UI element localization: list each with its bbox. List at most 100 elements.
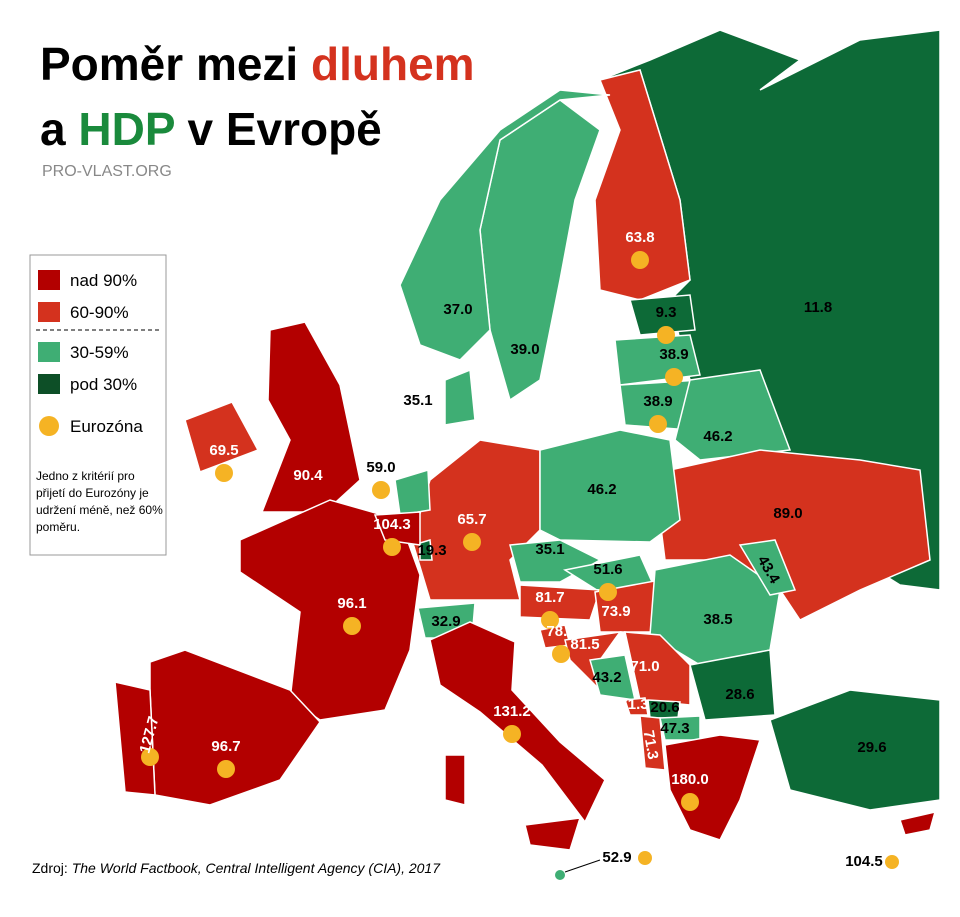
- value-label: 180.0: [671, 771, 709, 788]
- italy: [429, 621, 606, 824]
- eurozone-dot: [599, 583, 617, 601]
- value-label: 81.7: [535, 589, 564, 606]
- legend-label: 60-90%: [70, 303, 129, 322]
- value-label: 38.9: [659, 346, 688, 363]
- eurozone-dot: [463, 533, 481, 551]
- eurozone-dot: [217, 760, 235, 778]
- leader-line: [564, 859, 601, 873]
- norway: [399, 89, 611, 361]
- eurozone-dot: [638, 851, 652, 865]
- value-label: 46.2: [587, 481, 616, 498]
- title-line2: a HDP v Evropě: [40, 103, 382, 155]
- value-label: 63.8: [625, 229, 654, 246]
- netherlands: [394, 469, 431, 516]
- value-label: 51.6: [593, 561, 622, 578]
- value-label: 28.6: [725, 686, 754, 703]
- title-line1: Poměr mezi dluhem: [40, 38, 475, 90]
- legend-swatch: [38, 342, 60, 362]
- eurozone-dot: [215, 464, 233, 482]
- estonia: [629, 294, 696, 336]
- ireland: [184, 401, 260, 473]
- title-red: dluhem: [311, 38, 475, 90]
- title-text: a: [40, 103, 66, 155]
- value-label: 71.3: [640, 729, 662, 761]
- countries: [114, 29, 941, 880]
- moldova: [738, 539, 797, 596]
- value-label: 20.6: [650, 699, 679, 716]
- legend-note: Jedno z kritérií pro přijetí do Eurozóny…: [36, 469, 163, 534]
- legend-dot: [39, 416, 59, 436]
- value-label: 104.5: [845, 853, 883, 870]
- serbia: [624, 631, 691, 706]
- value-label: 35.1: [535, 541, 564, 558]
- value-label: 46.2: [703, 428, 732, 445]
- value-label: 90.4: [293, 467, 323, 484]
- value-label: 73.9: [601, 603, 630, 620]
- site: PRO-VLAST.ORG: [42, 163, 172, 180]
- eurozone-dot: [383, 538, 401, 556]
- value-label: 78.6: [546, 623, 575, 640]
- value-label: 39.0: [510, 341, 539, 358]
- france: [239, 499, 421, 721]
- eurozone-dot: [552, 645, 570, 663]
- eurozone-dot: [141, 748, 159, 766]
- legend-swatch: [38, 302, 60, 322]
- eurozone-dot: [681, 793, 699, 811]
- footer-prefix: Zdroj:: [32, 860, 68, 876]
- eurozone-dot: [885, 855, 899, 869]
- value-label: 38.5: [703, 611, 732, 628]
- value-label: 96.7: [211, 738, 240, 755]
- value-label: 89.0: [773, 505, 802, 522]
- albania: [639, 715, 666, 771]
- legend-label: nad 90%: [70, 271, 137, 290]
- labels: 63.8 11.8 9.3 38.9 38.9 37.0 39.0 35.1 46.2 46.2 8…: [136, 229, 899, 870]
- bulgaria: [689, 649, 776, 721]
- eurozone-dot: [343, 617, 361, 635]
- sicily: [524, 817, 582, 851]
- value-label: 29.6: [857, 739, 886, 756]
- value-label: 47.3: [660, 720, 689, 737]
- montenegro: [623, 697, 649, 716]
- footer-source: The World Factbook, Central Intelligent …: [72, 860, 442, 876]
- legend-swatch: [38, 374, 60, 394]
- value-label: 104.3: [373, 516, 411, 533]
- turkey: [769, 689, 941, 811]
- eurozone-dot: [372, 481, 390, 499]
- germany: [411, 439, 541, 601]
- value-label: 9.3: [656, 304, 677, 321]
- ukraine: [659, 449, 931, 621]
- value-label: 69.5: [209, 442, 238, 459]
- eurozone-dot: [503, 725, 521, 743]
- value-label: 52.9: [602, 849, 631, 866]
- greece: [664, 734, 762, 841]
- portugal: [114, 681, 156, 796]
- legend-label: pod 30%: [70, 375, 137, 394]
- value-label: 81.5: [570, 636, 599, 653]
- value-label: 71.0: [630, 658, 659, 675]
- cyprus: [899, 810, 937, 836]
- value-label: 59.0: [366, 459, 395, 476]
- value-label: 71.3: [619, 696, 648, 713]
- legend-label: Eurozóna: [70, 417, 143, 436]
- eurozone-dot: [541, 611, 559, 629]
- legend-label: 30-59%: [70, 343, 129, 362]
- title-text: Poměr mezi: [40, 38, 298, 90]
- value-label: 32.9: [431, 613, 460, 630]
- value-label: 35.1: [403, 392, 432, 409]
- eurozone-dot: [631, 251, 649, 269]
- poland: [539, 429, 681, 543]
- value-label: 65.7: [457, 511, 486, 528]
- value-label: 43.2: [592, 669, 621, 686]
- title-green: HDP: [78, 103, 174, 155]
- malta: [555, 870, 565, 880]
- value-label: 37.0: [443, 301, 472, 318]
- austria: [519, 584, 602, 621]
- eurozone-dot: [657, 326, 675, 344]
- luxembourg: [419, 539, 433, 561]
- header: Poměr mezi dluhem a HDP v Evropě PRO-VLA…: [40, 38, 475, 180]
- value-label: 96.1: [337, 595, 366, 612]
- denmark: [444, 368, 476, 426]
- sardinia: [444, 754, 466, 806]
- value-label: 19.3: [417, 542, 446, 559]
